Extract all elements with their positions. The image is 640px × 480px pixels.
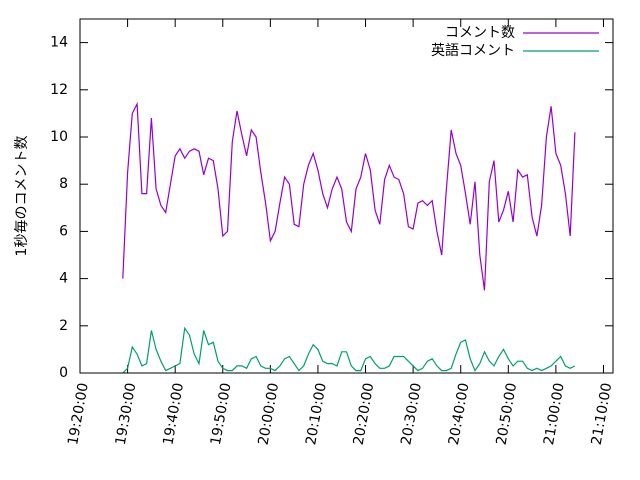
y-tick-label: 8: [59, 176, 68, 192]
y-tick-label: 10: [50, 129, 68, 145]
y-axis-label: 1秒毎のコメント数: [14, 136, 30, 257]
y-tick-label: 0: [59, 365, 68, 381]
y-tick-label: 12: [50, 82, 68, 98]
y-tick-label: 4: [59, 271, 68, 287]
plot-border: [79, 18, 614, 374]
y-tick-label: 6: [59, 223, 68, 239]
line-series: [122, 101, 576, 291]
line-series: [122, 326, 576, 374]
y-tick-label: 14: [50, 35, 68, 51]
y-tick-label: 2: [59, 318, 68, 334]
legend-label: 英語コメント: [431, 42, 515, 59]
legend-label: コメント数: [445, 25, 515, 41]
